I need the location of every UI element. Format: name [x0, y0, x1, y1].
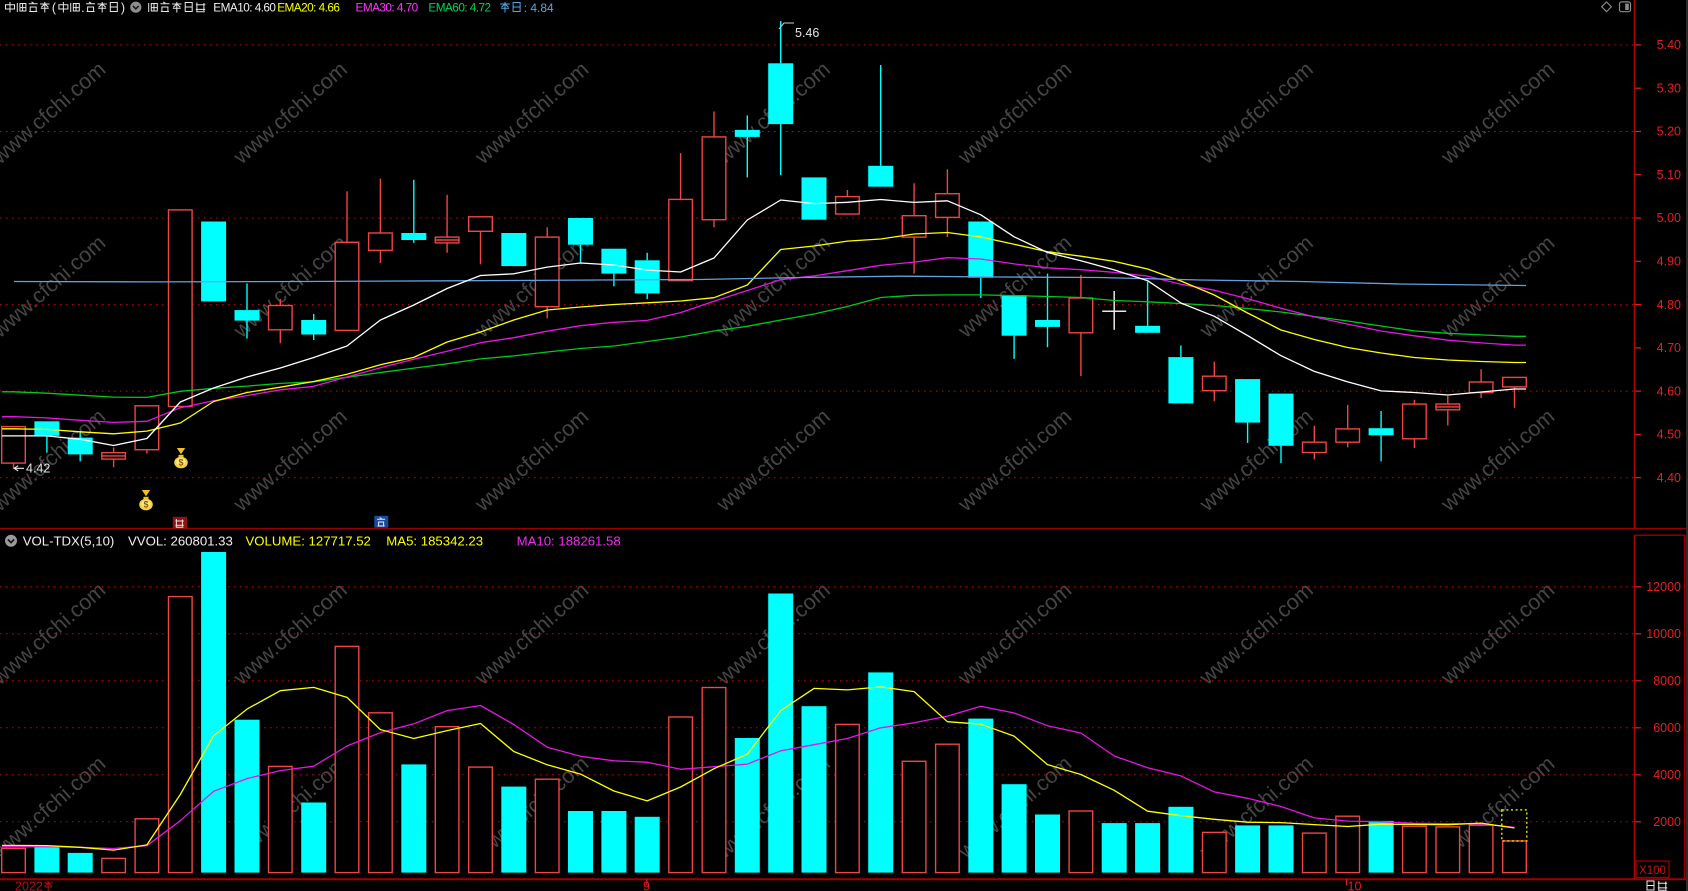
svg-text:$: $: [178, 458, 183, 468]
svg-text:EMA60: 4.72: EMA60: 4.72: [428, 1, 490, 15]
svg-text:VVOL: 260801.33: VVOL: 260801.33: [128, 534, 233, 549]
svg-text:5.46: 5.46: [795, 26, 819, 40]
svg-text:: 4.84: : 4.84: [524, 1, 554, 15]
svg-text:MA10: 188261.58: MA10: 188261.58: [517, 534, 621, 549]
svg-text:5.30: 5.30: [1657, 81, 1681, 95]
svg-text:2000: 2000: [1653, 815, 1681, 829]
svg-text:4.60: 4.60: [1657, 384, 1681, 398]
svg-text:10: 10: [1348, 880, 1362, 891]
svg-text:EMA20: 4.66: EMA20: 4.66: [277, 1, 340, 15]
svg-text:.: .: [81, 1, 84, 15]
svg-text:VOL-TDX(5,10): VOL-TDX(5,10): [23, 534, 115, 549]
svg-text:X100: X100: [1639, 865, 1666, 877]
svg-text:4.80: 4.80: [1657, 298, 1681, 312]
svg-text:2022: 2022: [15, 880, 43, 891]
svg-text:6000: 6000: [1653, 721, 1681, 735]
svg-text:5.10: 5.10: [1657, 168, 1681, 182]
svg-text:8000: 8000: [1653, 674, 1681, 688]
svg-text:EMA10: 4.60: EMA10: 4.60: [213, 1, 276, 15]
svg-text:4.90: 4.90: [1657, 255, 1681, 269]
svg-text:EMA30: 4.70: EMA30: 4.70: [356, 1, 419, 15]
svg-text:VOLUME: 127717.52: VOLUME: 127717.52: [246, 534, 371, 549]
svg-text:4.40: 4.40: [1657, 471, 1681, 485]
svg-text:(: (: [52, 1, 57, 15]
svg-text:4000: 4000: [1653, 768, 1681, 782]
svg-text:10000: 10000: [1646, 627, 1681, 641]
svg-text:5.20: 5.20: [1657, 125, 1681, 139]
svg-text:5.00: 5.00: [1657, 211, 1681, 225]
svg-text:): ): [121, 1, 125, 15]
svg-text:4.70: 4.70: [1657, 341, 1681, 355]
svg-text:12000: 12000: [1646, 580, 1681, 594]
svg-text:$: $: [143, 500, 148, 510]
svg-text:4.50: 4.50: [1657, 428, 1681, 442]
svg-text:MA5: 185342.23: MA5: 185342.23: [386, 534, 483, 549]
svg-text:4.42: 4.42: [26, 462, 50, 476]
svg-text:9: 9: [643, 880, 650, 891]
svg-text:5.40: 5.40: [1657, 38, 1681, 52]
